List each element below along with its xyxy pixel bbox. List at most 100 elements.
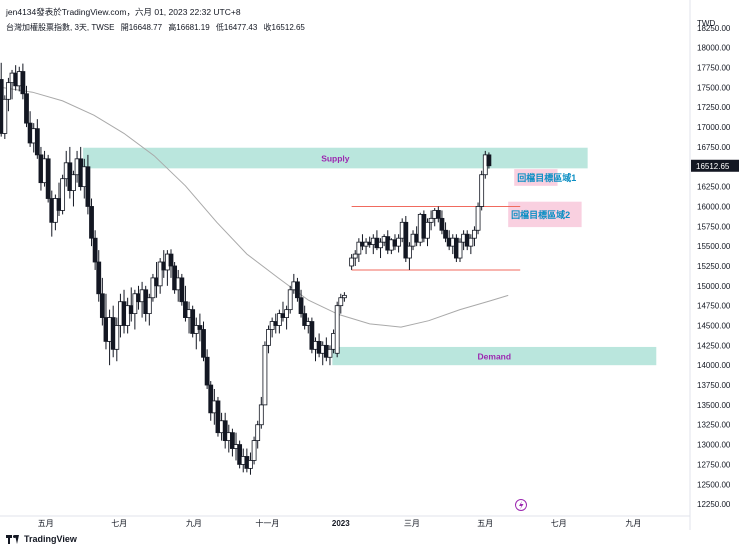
candle-body (150, 277, 156, 299)
y-tick-label: 16250.00 (697, 183, 731, 192)
candle-body (486, 154, 492, 167)
y-tick-label: 13000.00 (697, 441, 731, 450)
y-tick-label: 17500.00 (697, 83, 731, 92)
candle-body (258, 404, 264, 426)
candle-body (204, 356, 210, 386)
y-tick-label: 14000.00 (697, 361, 731, 370)
zone-label: Supply (321, 154, 350, 164)
candle-body (356, 241, 362, 255)
candle-body (85, 166, 91, 207)
candle-body (45, 158, 51, 199)
candle-body (114, 325, 120, 350)
candle-body (222, 420, 228, 441)
candle-body (237, 444, 243, 465)
candle-body (71, 174, 76, 191)
publisher-line: jen4134發表於TradingView.com，六月 01, 2023 22… (6, 7, 241, 17)
candle-body (255, 424, 261, 441)
candle-body (287, 289, 293, 311)
currency-label: TWD (697, 19, 716, 28)
target-zone-box (508, 201, 582, 228)
x-tick-label: 五月 (477, 519, 493, 528)
x-tick-label: 五月 (38, 519, 54, 528)
candle-body (407, 245, 412, 259)
y-tick-label: 13250.00 (697, 421, 731, 430)
open-value: 16648.77 (128, 23, 163, 32)
y-tick-label: 12500.00 (697, 480, 731, 489)
candle-body (298, 297, 304, 315)
candle-body (276, 313, 282, 326)
candle-body (338, 297, 344, 307)
symbol-ohlc-line: 台灣加權股票指數, 3天, TWSE 開16648.77 高16681.19 低… (6, 22, 305, 33)
candle-body (197, 325, 203, 330)
y-tick-label: 12750.00 (697, 460, 731, 469)
candle-body (96, 261, 102, 295)
candle-body (179, 277, 185, 303)
candle-body (472, 229, 477, 239)
close-label: 收 (263, 23, 272, 32)
last-price-tag (691, 159, 739, 172)
y-tick-label: 13750.00 (697, 381, 731, 390)
y-tick-label: 17250.00 (697, 103, 731, 112)
candle-body (295, 281, 300, 299)
x-tick-label: 七月 (111, 519, 127, 528)
y-tick-label: 16750.00 (697, 143, 731, 152)
x-tick-label: 九月 (625, 519, 641, 528)
candle-body (352, 253, 358, 259)
zone-box (83, 147, 588, 169)
target-zone-box (514, 169, 558, 186)
candle-body (435, 210, 441, 219)
y-tick-label: 15000.00 (697, 282, 731, 291)
candle-body (266, 329, 271, 346)
candle-body (251, 440, 257, 461)
open-label: 開 (120, 23, 129, 32)
candle-body (425, 221, 430, 239)
candle-body (6, 82, 11, 100)
candle-body (201, 329, 206, 358)
candle-body (190, 309, 196, 334)
y-tick-label: 18000.00 (697, 44, 731, 53)
y-tick-label: 15500.00 (697, 242, 731, 251)
candle-body (302, 313, 308, 326)
candle-body (168, 253, 174, 267)
candle-body (284, 309, 289, 318)
candle-body (132, 293, 138, 315)
y-tick-label: 17750.00 (697, 64, 731, 73)
last-price-label: 16512.65 (696, 162, 730, 171)
tradingview-logo-icon (6, 534, 20, 544)
zone-box (332, 346, 657, 366)
close-value: 16512.65 (271, 23, 305, 32)
zone-label: 回檔目標區域1 (517, 172, 576, 183)
y-tick-label: 13500.00 (697, 401, 731, 410)
candle-body (92, 237, 98, 263)
zone-label: 回檔目標區域2 (511, 209, 570, 220)
y-tick-label: 15750.00 (697, 222, 731, 231)
candle-body (146, 297, 152, 315)
candle-body (443, 229, 448, 239)
candle-body (468, 237, 474, 247)
candle-body (457, 241, 463, 259)
tradingview-logo[interactable]: TradingView (6, 534, 77, 544)
candle-body (327, 348, 333, 358)
candle-body (479, 174, 485, 207)
candle-body (89, 206, 94, 239)
candle-body (230, 432, 235, 449)
candle-body (24, 93, 29, 124)
candle-body (341, 294, 347, 299)
candle-body (60, 178, 66, 211)
symbol-name: 台灣加權股票指數, 3天, TWSE (6, 23, 115, 32)
candle-body (125, 305, 131, 326)
y-tick-label: 18250.00 (697, 24, 731, 33)
candle-body (349, 257, 355, 267)
x-tick-label: 2023 (332, 519, 350, 528)
x-tick-label: 七月 (551, 519, 567, 528)
candle-body (334, 305, 340, 354)
candle-body (208, 384, 214, 414)
lightning-icon (519, 501, 524, 510)
candle-body (378, 241, 383, 249)
candle-body (248, 460, 253, 469)
candle-body (475, 206, 481, 231)
candle-body (309, 321, 315, 350)
candle-body (34, 128, 40, 156)
high-label: 高 (168, 23, 177, 32)
